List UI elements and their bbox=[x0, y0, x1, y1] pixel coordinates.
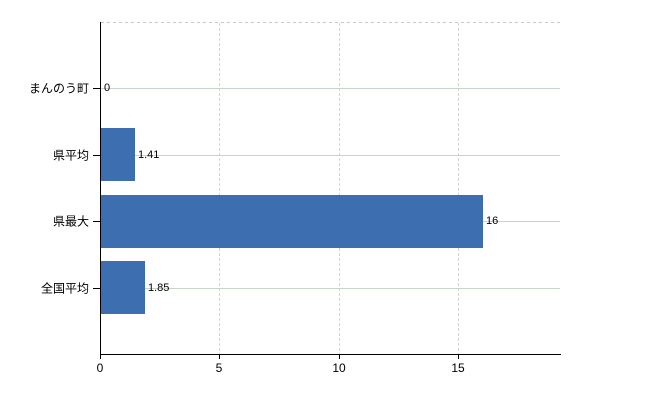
v-gridline bbox=[339, 23, 340, 354]
x-tick-label-2: 10 bbox=[332, 361, 346, 375]
h-gridline bbox=[101, 155, 560, 156]
h-gridline bbox=[101, 288, 560, 289]
value-label-2: 16 bbox=[486, 215, 499, 227]
y-tick bbox=[93, 221, 100, 222]
x-tick bbox=[339, 355, 340, 359]
v-gridline bbox=[219, 23, 220, 354]
x-tick-label-3: 15 bbox=[451, 361, 465, 375]
x-tick-label-0: 0 bbox=[96, 361, 104, 375]
bar-3 bbox=[101, 261, 145, 314]
category-label-2: 県最大 bbox=[52, 214, 89, 229]
plot-top-border bbox=[101, 22, 560, 23]
value-label-3: 1.85 bbox=[148, 282, 170, 294]
category-label-0: まんのう町 bbox=[28, 81, 89, 96]
value-label-0: 0 bbox=[104, 82, 111, 94]
v-gridline bbox=[458, 23, 459, 354]
bar-1 bbox=[101, 128, 135, 181]
value-label-1: 1.41 bbox=[138, 149, 160, 161]
category-label-3: 全国平均 bbox=[40, 281, 89, 296]
bar-2 bbox=[101, 195, 483, 248]
x-axis-line bbox=[100, 354, 561, 355]
x-tick bbox=[458, 355, 459, 359]
y-tick bbox=[93, 88, 100, 89]
y-tick bbox=[93, 288, 100, 289]
x-tick bbox=[100, 355, 101, 359]
x-tick bbox=[219, 355, 220, 359]
h-gridline bbox=[101, 88, 560, 89]
x-tick-label-1: 5 bbox=[215, 361, 223, 375]
y-tick bbox=[93, 155, 100, 156]
y-axis-line bbox=[100, 22, 101, 355]
category-label-1: 県平均 bbox=[52, 148, 89, 163]
